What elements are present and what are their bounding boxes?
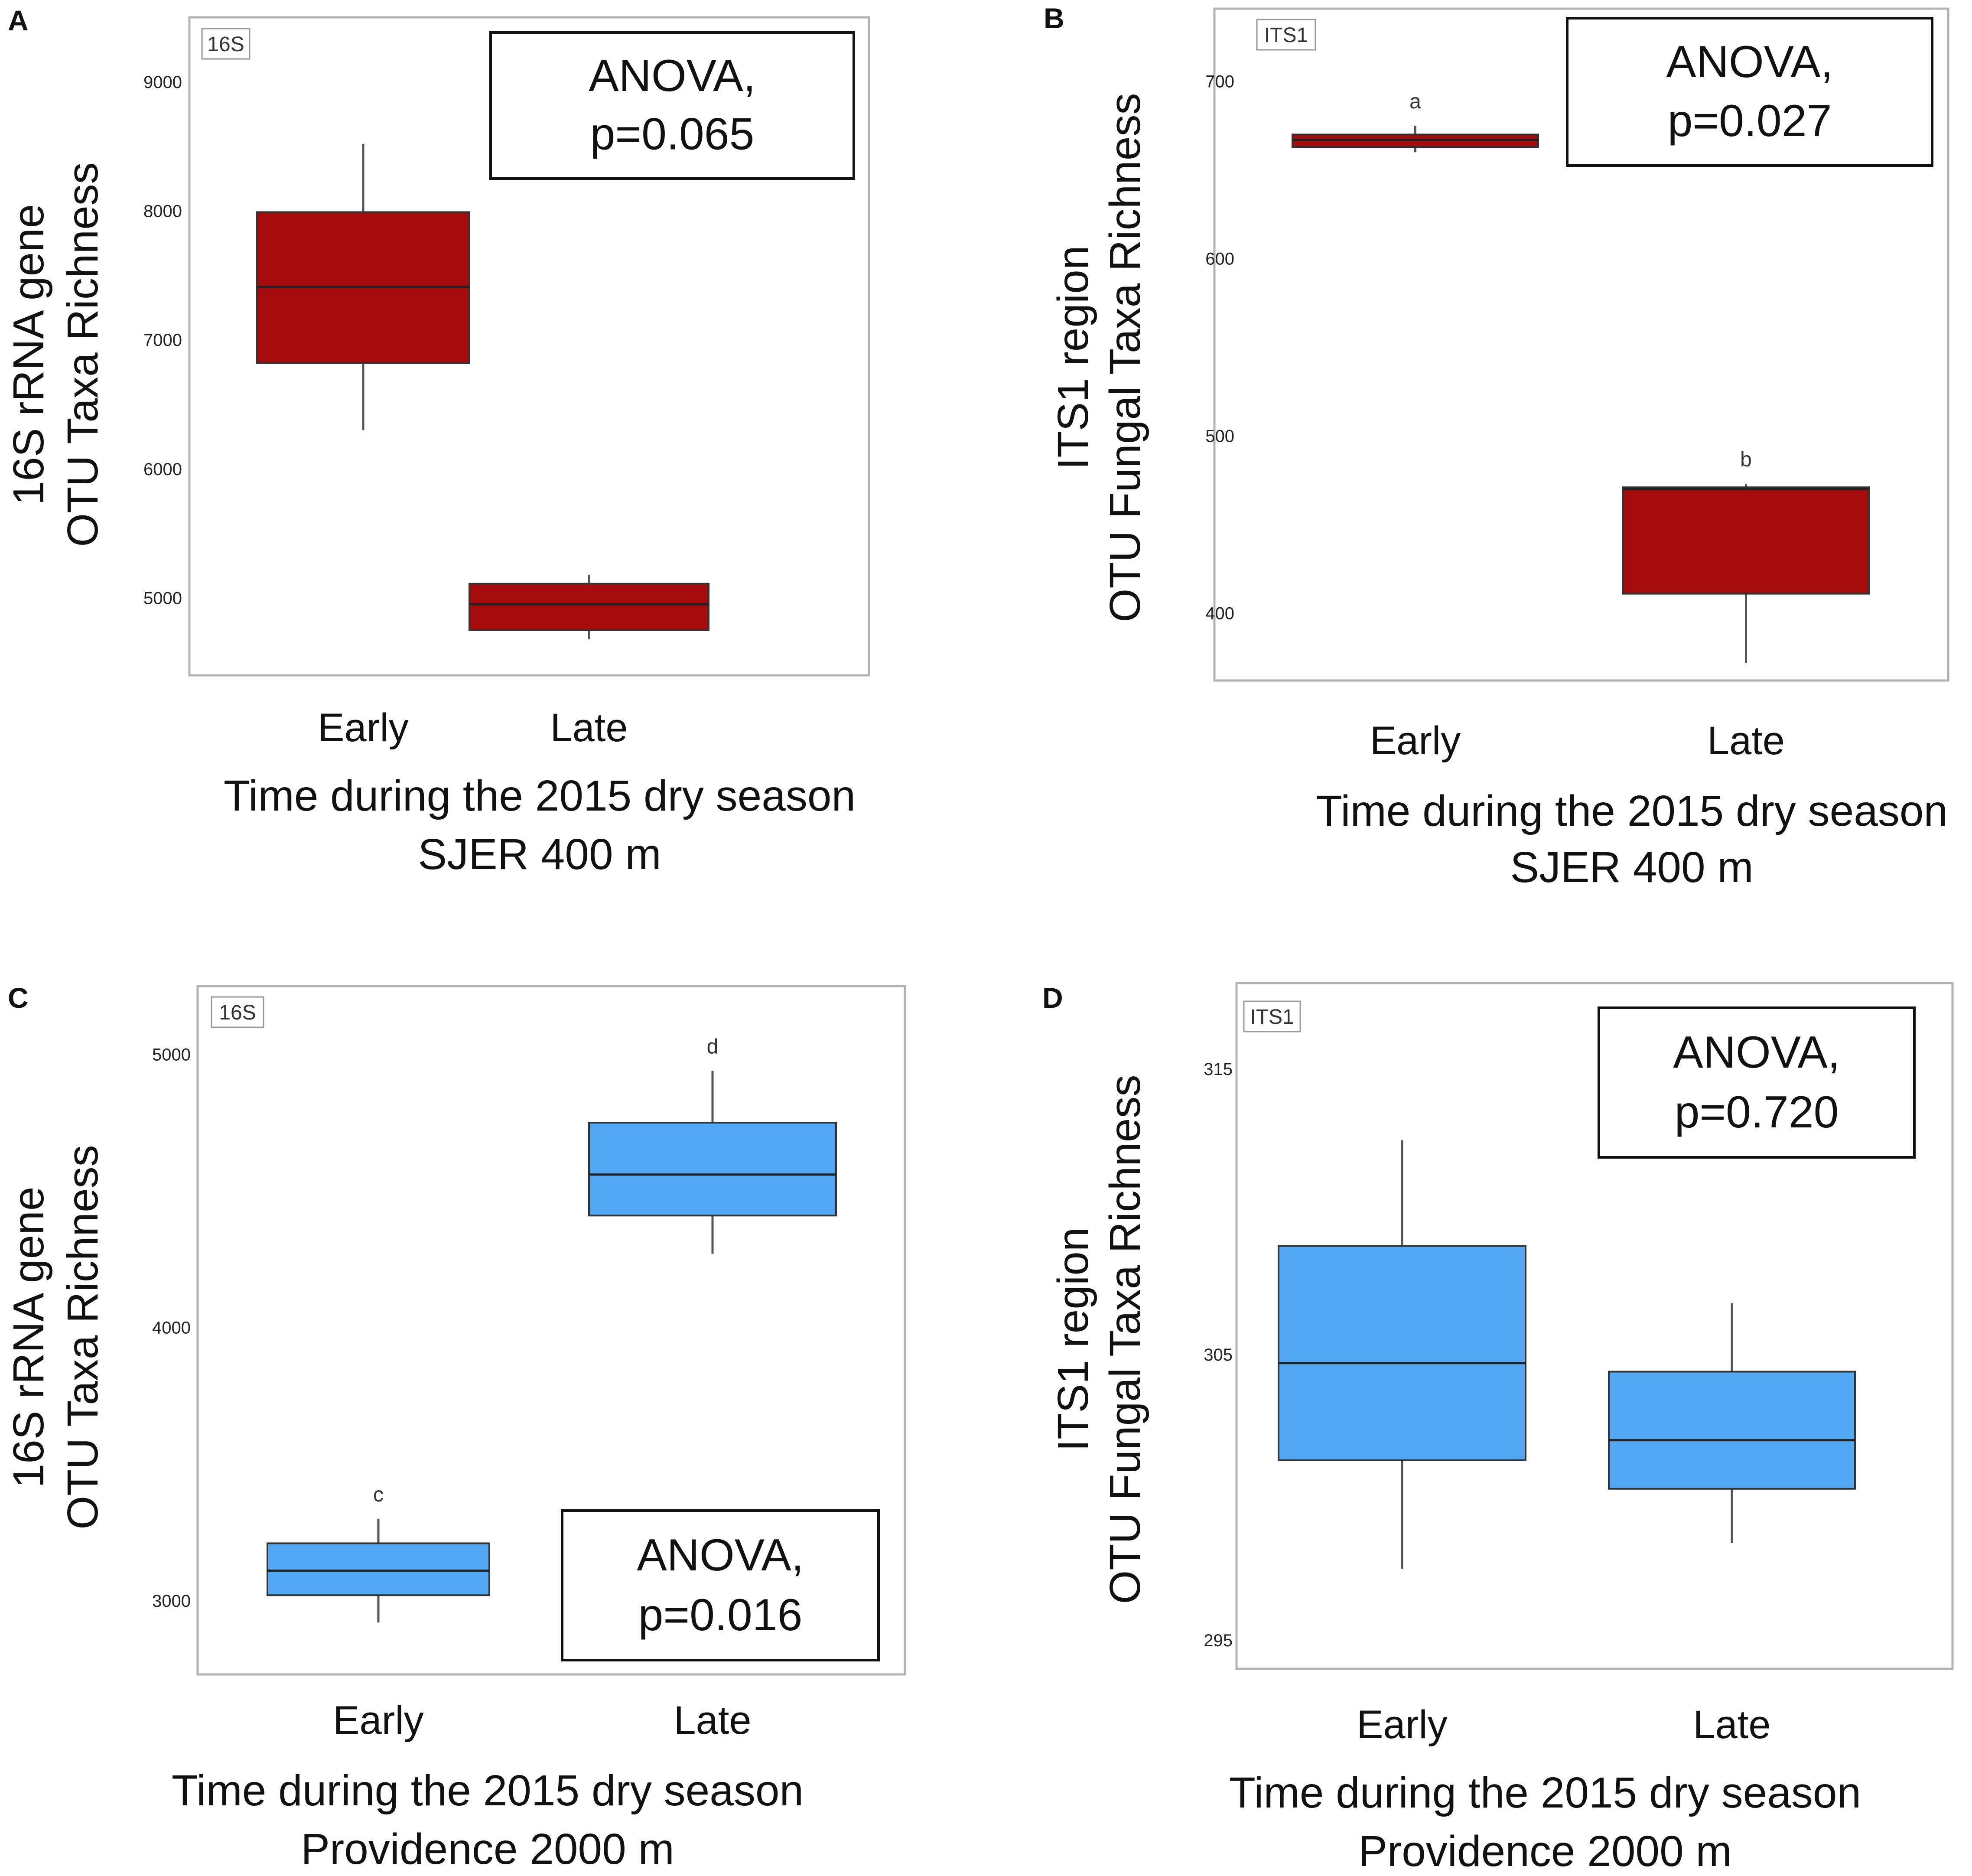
y-tick-label: 5000 xyxy=(152,1045,191,1065)
y-tick-label: 600 xyxy=(1205,250,1234,269)
box-body xyxy=(1622,486,1870,595)
x-category-label: Early xyxy=(1357,1703,1448,1747)
y-axis-label: OTU Fungal Taxa Richness xyxy=(1101,1075,1149,1604)
box-early xyxy=(256,143,470,430)
box-late xyxy=(469,574,709,639)
box-early: a xyxy=(1292,90,1539,153)
y-tick-label: 400 xyxy=(1205,604,1234,623)
panel-letter: C xyxy=(8,982,29,1014)
x-axis-label: Time during the 2015 dry season xyxy=(172,1766,804,1815)
x-category-label: Late xyxy=(550,706,628,750)
anova-title: ANOVA, xyxy=(589,51,755,101)
y-tick-label: 3000 xyxy=(152,1592,191,1611)
box-body xyxy=(469,583,709,631)
tag-box xyxy=(1243,1000,1301,1032)
panel-letter: B xyxy=(1044,2,1064,34)
x-category-label: Early xyxy=(318,706,409,750)
panel-letter: D xyxy=(1042,982,1063,1014)
y-axis-label: OTU Taxa Richness xyxy=(59,1145,107,1529)
y-axis-label: 16S rRNA gene xyxy=(4,204,53,505)
significance-letter: c xyxy=(373,1483,384,1506)
box-early: c xyxy=(267,1483,490,1623)
anova-pvalue: p=0.065 xyxy=(590,109,755,160)
box-late xyxy=(1608,1303,1856,1543)
significance-letter: b xyxy=(1740,448,1752,471)
x-axis-label: SJER 400 m xyxy=(418,830,661,879)
y-tick-label: 500 xyxy=(1205,427,1234,446)
y-tick-label: 8000 xyxy=(143,202,182,221)
anova-pvalue: p=0.720 xyxy=(1675,1087,1839,1137)
y-tick-label: 700 xyxy=(1205,72,1234,91)
y-axis-label: ITS1 region xyxy=(1049,1228,1097,1452)
x-category-label: Early xyxy=(333,1698,424,1742)
y-tick-label: 5000 xyxy=(143,589,182,608)
anova-title: ANOVA, xyxy=(637,1530,804,1580)
x-axis-label: Time during the 2015 dry season xyxy=(224,772,856,820)
x-axis-label: Time during the 2015 dry season xyxy=(1316,787,1948,835)
y-tick-label: 295 xyxy=(1204,1631,1233,1650)
panel-d: D ITS1 295 305 315 Early Late Time during the 2… xyxy=(1042,982,1954,1876)
panel-c: C 16S 3000 4000 5000 c Early d Late Time during t… xyxy=(4,982,906,1873)
y-tick-label: 7000 xyxy=(143,331,182,350)
y-tick-label: 315 xyxy=(1204,1060,1233,1079)
anova-title: ANOVA, xyxy=(1666,37,1833,87)
anova-box xyxy=(489,31,855,180)
box-body xyxy=(267,1542,490,1596)
x-axis-label: Time during the 2015 dry season xyxy=(1229,1769,1861,1817)
box-body xyxy=(1608,1371,1856,1490)
panel-letter: A xyxy=(8,4,29,36)
x-category-label: Early xyxy=(1370,719,1461,763)
anova-pvalue: p=0.016 xyxy=(638,1590,803,1640)
y-tick-label: 305 xyxy=(1204,1345,1233,1365)
y-tick-label: 6000 xyxy=(143,460,182,479)
anova-pvalue: p=0.027 xyxy=(1668,96,1832,146)
x-axis-label: Providence 2000 m xyxy=(1358,1827,1732,1876)
x-category-label: Late xyxy=(1707,719,1785,763)
x-axis-label: Providence 2000 m xyxy=(301,1825,674,1873)
x-category-label: Late xyxy=(674,1698,751,1742)
panel-b: B ITS1 400 500 600 700 a Early b Late Time during … xyxy=(1044,2,1949,892)
anova-box xyxy=(561,1509,880,1661)
y-axis-label: OTU Taxa Richness xyxy=(59,162,107,547)
significance-letter: d xyxy=(707,1035,719,1058)
y-axis-label: ITS1 region xyxy=(1049,246,1097,470)
y-axis-label: 16S rRNA gene xyxy=(4,1187,53,1488)
x-axis-label: SJER 400 m xyxy=(1510,843,1753,892)
box-late: b xyxy=(1622,448,1870,663)
y-tick-label: 4000 xyxy=(152,1319,191,1338)
tag-label: 16S xyxy=(219,1001,256,1024)
significance-letter: a xyxy=(1409,90,1421,113)
y-axis-label: OTU Fungal Taxa Richness xyxy=(1101,93,1149,622)
tag-box xyxy=(201,28,251,60)
tag-label: ITS1 xyxy=(1264,24,1308,47)
panel-a: A 16S 5000 6000 7000 8000 9000 Early Late Time du… xyxy=(4,4,870,879)
anova-box xyxy=(1566,17,1933,167)
y-tick-label: 9000 xyxy=(143,73,182,92)
anova-title: ANOVA, xyxy=(1673,1027,1840,1078)
box-early xyxy=(1278,1140,1526,1569)
tag-label: 16S xyxy=(207,33,244,56)
box-body xyxy=(588,1122,837,1217)
x-category-label: Late xyxy=(1693,1703,1770,1747)
box-late: d xyxy=(588,1035,837,1254)
anova-box xyxy=(1598,1006,1916,1159)
tag-box xyxy=(211,996,264,1028)
box-body xyxy=(1278,1245,1526,1461)
tag-box xyxy=(1256,19,1316,51)
tag-label: ITS1 xyxy=(1250,1006,1294,1029)
